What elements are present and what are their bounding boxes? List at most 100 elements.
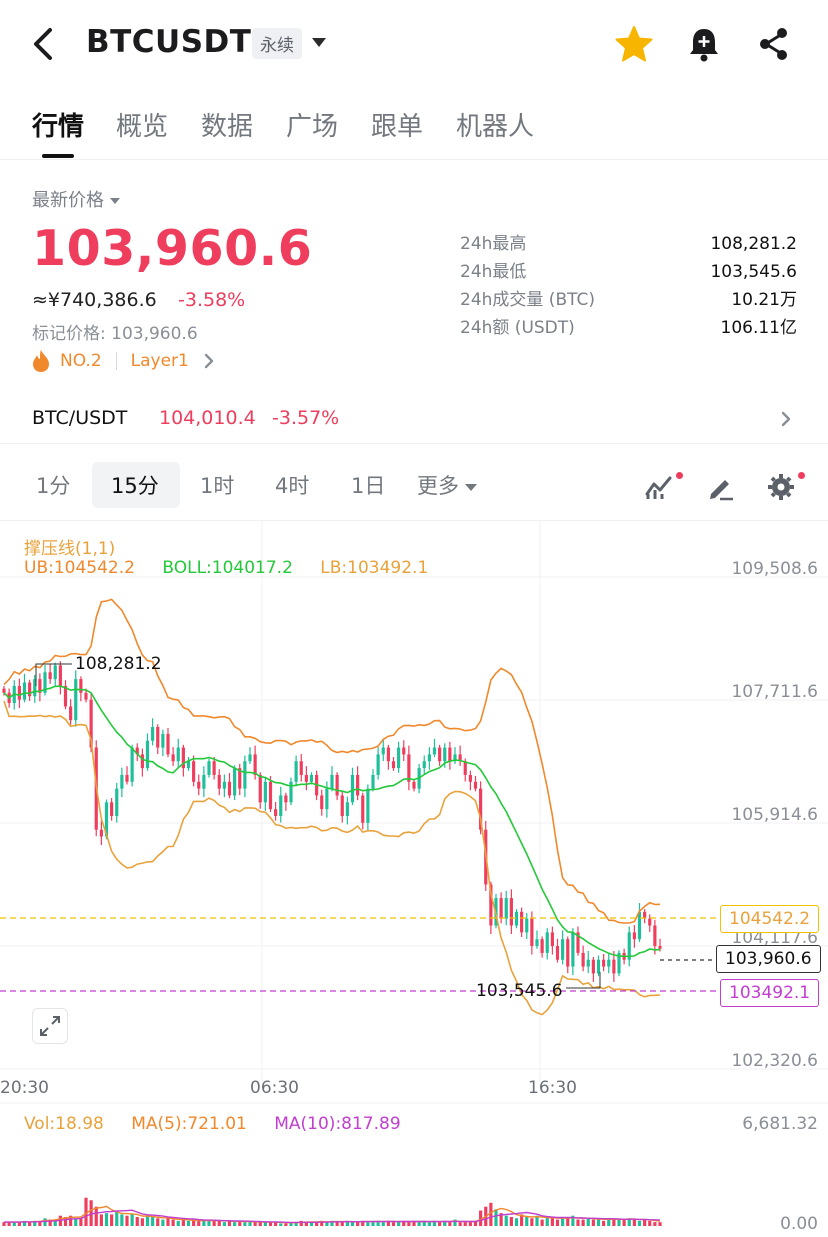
fullscreen-button[interactable] [32,1008,68,1044]
stat-24h-low: 24h最低 103,545.6 [460,258,797,286]
candle [473,781,478,789]
kline-chart[interactable] [0,521,828,1237]
spot-pair-row[interactable]: BTC/USDT 104,010.4 -3.57% [0,398,828,444]
volume-bar [325,1222,329,1226]
volume-bar [84,1197,88,1226]
tab-overview[interactable]: 概览 [116,112,169,142]
chevron-down-icon [110,198,120,204]
volume-bar [238,1220,242,1226]
tab-data[interactable]: 数据 [201,112,254,142]
candle [407,754,411,782]
candle [504,898,508,919]
pencil-icon[interactable] [706,472,736,502]
time-axis-label: 16:30 [528,1078,577,1098]
interval-15m[interactable]: 15分 [111,474,159,498]
volume-bar [607,1219,611,1226]
candle [376,754,380,775]
candle [366,788,370,823]
interval-4h[interactable]: 4时 [275,474,310,498]
candle [84,692,88,700]
candle [104,802,109,837]
candle [58,665,62,686]
rank-divider [115,352,117,370]
boll-lower-line [3,700,661,1016]
candle [110,802,114,816]
candle [145,740,150,769]
volume-bar [443,1220,447,1226]
volume-bar [7,1222,11,1226]
interval-1m[interactable]: 1分 [36,474,71,498]
candle [530,918,534,947]
interval-1d[interactable]: 1日 [351,474,386,498]
high-marker-leader [35,663,72,686]
candle [386,747,390,762]
candle [448,747,452,762]
candle [602,959,606,967]
candle [238,768,242,789]
volume-bar [637,1220,642,1226]
tab-square[interactable]: 广场 [286,112,339,142]
volume-bar [212,1220,216,1226]
candle [617,952,621,974]
volume-bar [566,1218,570,1226]
volume-bar [145,1215,150,1226]
volume-bar [120,1214,124,1226]
latest-price-selector[interactable]: 最新价格 [32,186,120,212]
volume-bar [63,1216,68,1226]
candle [391,761,396,769]
high-marker-label: 108,281.2 [75,654,162,674]
volume-bar [427,1222,431,1226]
volume-bar [74,1218,78,1226]
symbol-dropdown-caret-icon[interactable] [312,38,326,47]
candle [489,884,493,926]
candle [2,688,6,693]
volume-bar [17,1222,21,1226]
interval-1h[interactable]: 1时 [200,474,235,498]
volume-bar [258,1222,262,1226]
star-icon[interactable] [614,24,654,64]
volume-bar [407,1222,411,1226]
tab-copy-trading[interactable]: 跟单 [371,112,424,142]
candle [274,809,278,816]
volume-bar [79,1218,83,1226]
interval-more[interactable]: 更多 [417,470,477,500]
volume-bar [596,1218,601,1226]
candle [371,774,375,789]
volume-bar [366,1222,370,1226]
volume-bar [135,1216,139,1226]
candle [576,932,580,953]
share-icon[interactable] [754,24,794,64]
candle [427,754,431,762]
settings-gear-icon[interactable] [766,472,796,502]
boll-upper-line [3,598,661,924]
candle [648,918,652,926]
settings-notify-dot [798,472,805,479]
price-axis-label: 105,914.6 [731,805,818,825]
current-price-tag[interactable]: 103,960.6 [716,945,821,973]
symbol-title[interactable]: BTCUSDT [86,24,252,60]
candle [330,774,334,789]
boll-mid-line [3,685,661,958]
stat-24h-high: 24h最高 108,281.2 [460,230,797,258]
interval-bar: 1分 15分 1时 4时 1日 更多 [0,460,828,510]
back-arrow-icon[interactable] [24,22,64,66]
volume-bar [243,1222,247,1226]
candle [309,774,314,782]
volume-bar [653,1222,657,1226]
volume-bar [494,1209,498,1226]
tab-bots[interactable]: 机器人 [456,112,535,142]
pair-price: 104,010.4 [159,407,256,429]
candle [197,781,201,789]
bell-plus-icon[interactable] [684,24,724,64]
indicator-notify-dot [676,472,683,479]
rank-row[interactable]: NO.2 Layer1 [30,347,217,375]
price-axis-label: 104,117.6 [731,928,818,948]
boll-ub: UB:104542.2 [24,558,135,578]
volume-bar [130,1214,134,1226]
main-tabs: 行情 概览 数据 广场 跟单 机器人 [0,92,828,160]
indicator-title: 撑压线(1,1) [24,539,116,559]
tab-market[interactable]: 行情 [32,112,85,142]
price-change-percent: -3.58% [178,289,246,311]
indicator-icon[interactable] [644,472,674,502]
candle [186,761,191,769]
